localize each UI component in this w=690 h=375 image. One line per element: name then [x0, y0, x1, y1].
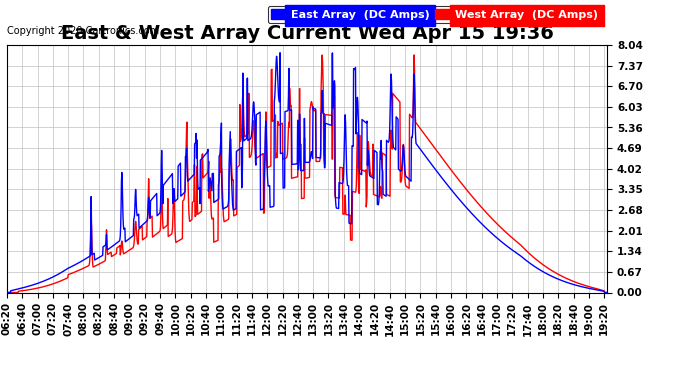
Legend: East Array  (DC Amps), West Array  (DC Amps): East Array (DC Amps), West Array (DC Amp…	[268, 6, 602, 24]
Text: Copyright 2020 Cartronics.com: Copyright 2020 Cartronics.com	[7, 26, 159, 36]
Title: East & West Array Current Wed Apr 15 19:36: East & West Array Current Wed Apr 15 19:…	[61, 24, 553, 44]
